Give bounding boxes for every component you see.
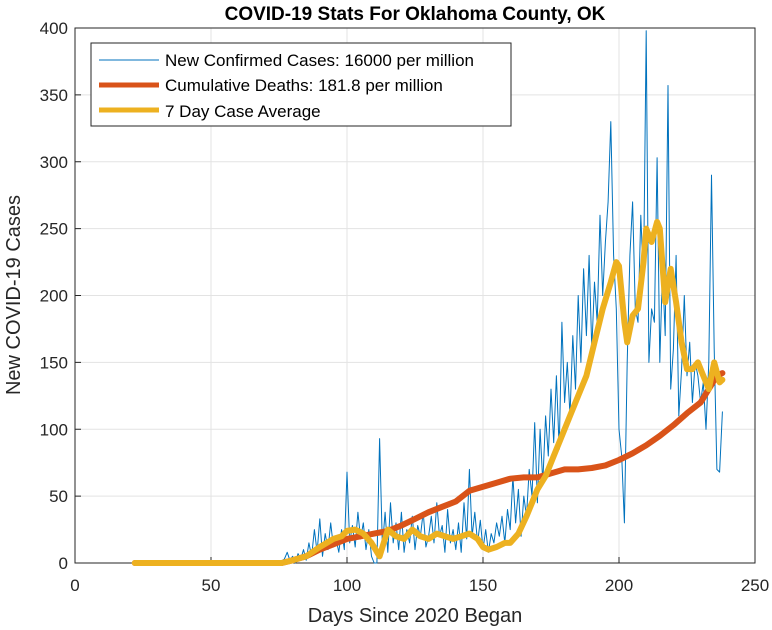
y-axis-ticks: 0 50 100 150 200 250 300 350 400 <box>40 19 81 573</box>
legend-box <box>90 42 512 127</box>
legend: New Confirmed Cases: 16000 per million C… <box>90 42 512 127</box>
x-tick-label: 0 <box>70 576 79 595</box>
y-tick-label: 200 <box>40 287 68 306</box>
x-tick-label: 50 <box>202 576 221 595</box>
y-tick-label: 0 <box>59 554 68 573</box>
y-tick-label: 250 <box>40 220 68 239</box>
x-tick-label: 100 <box>333 576 361 595</box>
series-group <box>131 30 726 566</box>
legend-label-new-cases: New Confirmed Cases: 16000 per million <box>165 51 474 70</box>
chart-title: COVID-19 Stats For Oklahoma County, OK <box>225 4 606 25</box>
new-cases-line <box>134 30 723 564</box>
x-axis-ticks: 0 50 100 150 200 250 <box>70 557 769 595</box>
y-tick-label: 50 <box>49 487 68 506</box>
x-tick-label: 150 <box>469 576 497 595</box>
cumulative-deaths-line <box>131 370 726 566</box>
y-tick-label: 350 <box>40 86 68 105</box>
7day-average-line <box>131 218 726 566</box>
x-tick-label: 250 <box>741 576 769 595</box>
y-tick-label: 150 <box>40 353 68 372</box>
y-tick-label: 100 <box>40 420 68 439</box>
legend-label-deaths: Cumulative Deaths: 181.8 per million <box>165 76 443 95</box>
x-axis-label: Days Since 2020 Began <box>308 605 523 627</box>
y-tick-label: 300 <box>40 153 68 172</box>
y-axis-label: New COVID-19 Cases <box>3 195 25 395</box>
x-tick-label: 200 <box>605 576 633 595</box>
y-tick-label: 400 <box>40 19 68 38</box>
legend-label-7day-average: 7 Day Case Average <box>165 102 321 121</box>
